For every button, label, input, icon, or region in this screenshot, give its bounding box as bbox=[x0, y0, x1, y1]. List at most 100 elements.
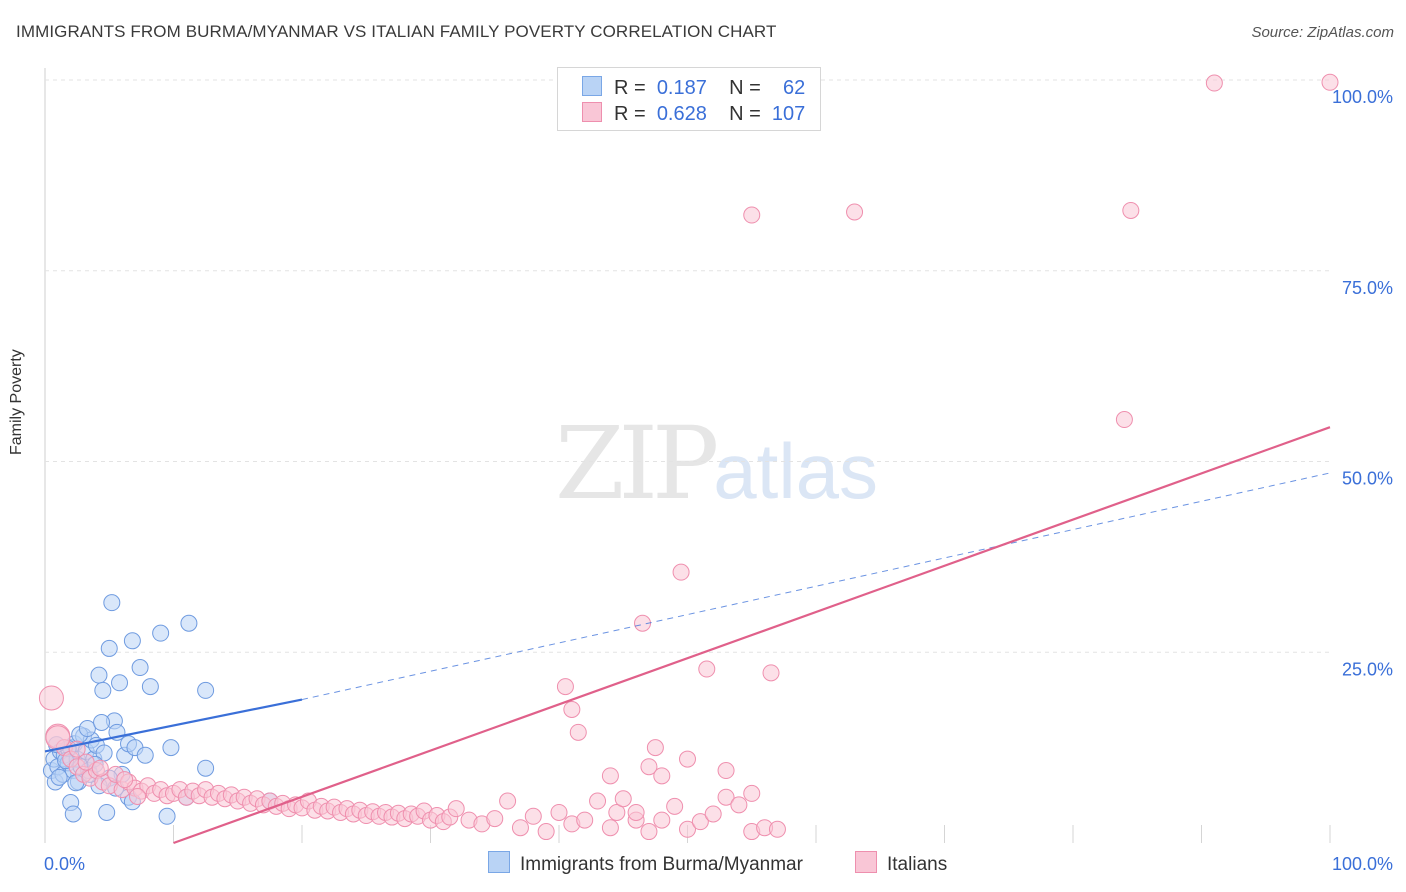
bottom-legend-label-burma: Immigrants from Burma/Myanmar bbox=[520, 854, 803, 875]
italian-point bbox=[576, 811, 594, 829]
legend-r-label: R = bbox=[614, 77, 646, 99]
legend-r-label: R = bbox=[614, 103, 646, 125]
italian-point bbox=[511, 819, 529, 837]
burma-point bbox=[197, 681, 215, 699]
y-tick-label: 50.0% bbox=[1342, 469, 1393, 489]
x-tick-label: 100.0% bbox=[1332, 854, 1393, 874]
italian-point bbox=[537, 823, 555, 841]
x-tick-label: 0.0% bbox=[44, 854, 85, 874]
burma-point bbox=[123, 632, 141, 650]
italian-point bbox=[679, 820, 696, 838]
italian-point bbox=[666, 797, 684, 815]
italians-trend-line bbox=[173, 426, 1331, 845]
italian-point bbox=[640, 823, 658, 841]
italian-point bbox=[653, 811, 671, 829]
bottom-legend-label-italians: Italians bbox=[887, 854, 948, 875]
burma-point bbox=[141, 678, 159, 696]
watermark: ZIPatlas bbox=[555, 405, 878, 522]
watermark-zip: ZIP bbox=[555, 405, 719, 522]
legend-n-label: N = bbox=[729, 103, 761, 125]
italian-point bbox=[717, 762, 735, 780]
y-tick-label: 25.0% bbox=[1342, 659, 1393, 679]
italian-point bbox=[672, 563, 690, 581]
italian-point bbox=[116, 771, 134, 789]
italian-point bbox=[698, 660, 716, 678]
burma-trend-extension bbox=[301, 472, 1331, 701]
italian-point bbox=[38, 685, 64, 711]
italian-point bbox=[691, 813, 709, 831]
burma-point bbox=[93, 713, 111, 731]
italian-point bbox=[634, 614, 652, 632]
legend-row-italians: R = 0.628 N = 107 bbox=[582, 102, 805, 126]
y-axis-title: Family Poverty bbox=[8, 349, 25, 455]
burma-trend-line bbox=[44, 698, 303, 753]
y-tick-label: 100.0% bbox=[1332, 87, 1393, 107]
chart-title: IMMIGRANTS FROM BURMA/MYANMAR VS ITALIAN… bbox=[16, 22, 777, 41]
watermark-atlas: atlas bbox=[713, 427, 879, 515]
italian-point bbox=[524, 807, 542, 825]
burma-point bbox=[158, 807, 176, 825]
burma-point bbox=[78, 720, 96, 738]
burma-point bbox=[180, 614, 198, 632]
burma-point bbox=[103, 594, 121, 612]
italian-point bbox=[743, 206, 761, 224]
italian-point bbox=[589, 792, 607, 810]
italian-point bbox=[653, 767, 671, 785]
burma-point bbox=[64, 805, 82, 823]
burma-point bbox=[152, 624, 170, 642]
bottom-legend-swatch-burma bbox=[488, 851, 510, 873]
italian-point bbox=[768, 820, 786, 838]
italian-point bbox=[730, 796, 748, 814]
italian-point bbox=[704, 805, 722, 823]
italian-point bbox=[679, 750, 696, 768]
burma-point bbox=[162, 739, 180, 757]
legend-n-value: 62 bbox=[783, 77, 806, 99]
italian-point bbox=[846, 203, 864, 221]
italian-point bbox=[447, 800, 465, 818]
bottom-legend-swatch-italians bbox=[855, 851, 877, 873]
legend-swatch-burma bbox=[582, 76, 602, 96]
italian-point bbox=[601, 767, 619, 785]
italian-point bbox=[762, 664, 780, 682]
burma-point bbox=[197, 759, 215, 777]
italian-point bbox=[601, 819, 619, 837]
burma-point bbox=[100, 639, 118, 657]
italian-point bbox=[556, 678, 574, 696]
legend-swatch-italians bbox=[582, 102, 602, 122]
italian-point bbox=[608, 803, 626, 821]
italian-point bbox=[743, 784, 761, 802]
burma-point bbox=[98, 803, 116, 821]
italian-point bbox=[563, 700, 581, 718]
italian-point bbox=[1122, 201, 1140, 219]
italian-point bbox=[640, 758, 658, 776]
legend-row-burma: R = 0.187 N = 62 bbox=[582, 76, 805, 100]
burma-point bbox=[90, 666, 108, 684]
italian-point bbox=[550, 803, 568, 821]
italian-point bbox=[1115, 411, 1133, 429]
burma-point bbox=[111, 674, 129, 692]
italian-point bbox=[627, 803, 645, 821]
burma-point bbox=[131, 659, 149, 677]
legend-r-value: 0.187 bbox=[656, 77, 707, 99]
bottom-legend-italians: Italians bbox=[855, 851, 947, 876]
italian-point bbox=[1321, 73, 1339, 91]
bottom-legend-burma: Immigrants from Burma/Myanmar bbox=[488, 851, 803, 876]
italian-point bbox=[486, 810, 504, 828]
legend-n-value: 107 bbox=[771, 103, 806, 125]
y-tick-label: 75.0% bbox=[1342, 278, 1393, 298]
italian-point bbox=[1205, 74, 1223, 92]
italian-point bbox=[77, 753, 95, 771]
italian-point bbox=[569, 723, 587, 741]
burma-point bbox=[136, 746, 154, 764]
legend-n-label: N = bbox=[729, 77, 761, 99]
italian-point bbox=[499, 792, 517, 810]
italian-point bbox=[646, 739, 664, 757]
source-label: Source: ZipAtlas.com bbox=[1251, 24, 1394, 41]
italian-point bbox=[614, 790, 632, 808]
italian-point bbox=[717, 788, 735, 806]
stats-legend: R = 0.187 N = 62 R = 0.628 N = 107 bbox=[557, 67, 821, 131]
burma-point bbox=[94, 681, 112, 699]
burma-point bbox=[50, 768, 68, 786]
legend-r-value: 0.628 bbox=[656, 103, 707, 125]
